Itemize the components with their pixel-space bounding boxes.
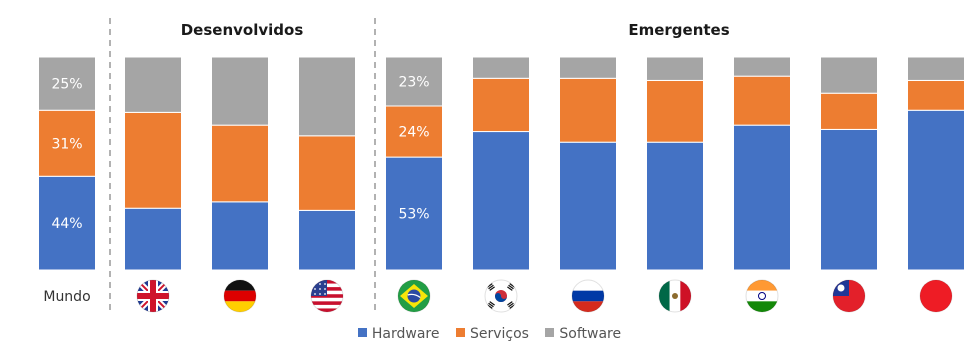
bar-hardware-7 [646,141,704,271]
data-label-servicos-0: 31% [51,136,82,152]
bar-servicos-1 [124,111,182,209]
bar-hardware-5 [472,131,530,271]
legend-swatch-software [545,328,555,337]
bar-software-9 [820,56,878,94]
bar-software-5 [472,56,530,79]
legend-label-software: Software [559,326,622,342]
brazil-flag-icon [397,279,431,313]
bar-software-3 [298,56,356,137]
bar-software-7 [646,56,704,81]
bar-servicos-2 [211,124,269,203]
south-korea-flag-icon [484,279,518,313]
bar-servicos-6 [559,77,617,143]
group-title-emergentes: Emergentes [628,21,729,39]
taiwan-flag-icon [832,279,866,313]
data-label-software-4: 23% [398,74,429,90]
germany-flag-icon [223,279,257,313]
legend: Hardware Serviços Software [0,326,979,342]
bar-servicos-5 [472,77,530,133]
bar-servicos-9 [820,92,878,130]
legend-label-servicos: Serviços [469,326,529,342]
bar-servicos-3 [298,135,356,211]
data-label-hardware-0: 44% [51,216,82,232]
russia-flag-icon [571,279,605,313]
usa-flag-icon [310,279,344,313]
data-label-software-0: 25% [51,77,82,93]
bar-hardware-2 [211,201,269,271]
group-title-desenvolvidos: Desenvolvidos [181,21,304,39]
bar-servicos-10 [907,79,965,111]
bar-hardware-0 [38,175,96,271]
data-label-servicos-4: 24% [398,125,429,141]
china-flag-icon [919,279,953,313]
legend-item-hardware: Hardware [357,326,440,342]
legend-swatch-servicos [455,328,465,337]
bar-software-6 [559,56,617,79]
uk-flag-icon [136,279,170,313]
bar-software-4 [385,56,443,107]
data-label-hardware-4: 53% [398,207,429,223]
india-flag-icon [745,279,779,313]
bar-servicos-8 [733,75,791,126]
bar-hardware-8 [733,124,791,271]
bar-servicos-4 [385,105,443,158]
bar-software-8 [733,56,791,77]
bars-layer [38,56,965,271]
bar-hardware-3 [298,209,356,271]
bar-servicos-7 [646,79,704,143]
mexico-flag-icon [658,279,692,313]
bar-software-1 [124,56,182,113]
bar-hardware-1 [124,207,182,271]
bar-software-2 [211,56,269,126]
legend-label-hardware: Hardware [371,326,440,342]
category-layer: Mundo [43,279,953,313]
labels-layer: 44% 31% 25% 53% 24% 23% [51,74,429,232]
legend-item-servicos: Serviços [455,326,529,342]
bar-hardware-4 [385,156,443,271]
bar-hardware-10 [907,109,965,271]
bar-hardware-9 [820,128,878,271]
legend-swatch-hardware [357,328,367,337]
legend-item-software: Software [545,326,621,342]
stacked-bar-chart: Desenvolvidos Emergentes 44% 31% 25% 53% 24%… [38,18,965,313]
category-label-0: Mundo [43,289,90,305]
bar-software-0 [38,56,96,111]
bar-hardware-6 [559,141,617,271]
bar-software-10 [907,56,965,81]
